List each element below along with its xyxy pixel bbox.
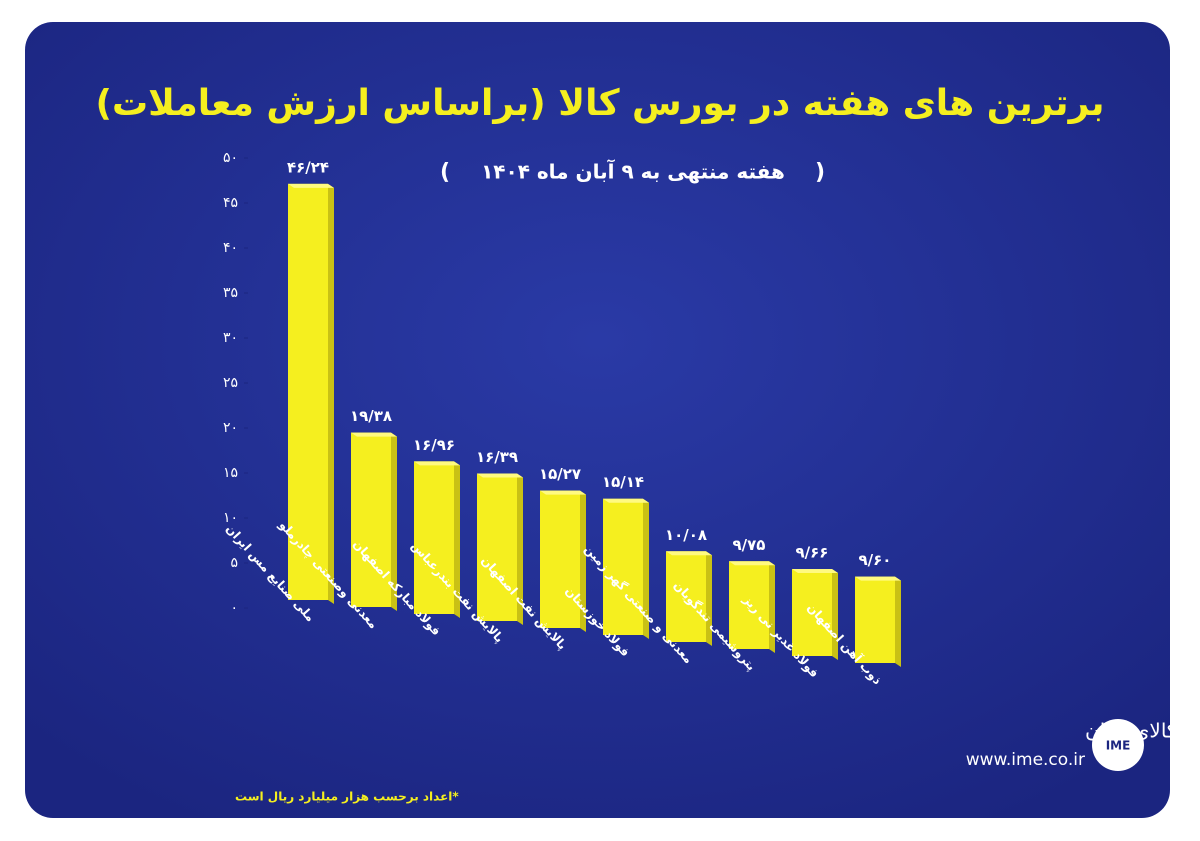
value-label: ۱۹/۳۸ <box>350 407 392 425</box>
value-label: ۹/۶۰ <box>859 551 892 569</box>
bar-side <box>328 183 334 604</box>
bar-top <box>477 473 523 478</box>
bar <box>855 576 895 663</box>
bar-top <box>792 569 838 574</box>
bar-side <box>832 569 838 660</box>
value-label: ۱۶/۳۹ <box>476 448 518 466</box>
chart-title: برترین های هفته در بورس کالا (براساس ارز… <box>96 83 1105 124</box>
value-label: ۹/۶۶ <box>796 544 829 562</box>
y-tick-label: ۵۰ <box>223 150 238 166</box>
bar <box>729 561 769 649</box>
value-label: ۱۶/۹۶ <box>413 436 455 454</box>
y-tick-label: ۵ <box>230 555 238 571</box>
bar <box>414 461 454 614</box>
y-tick-label: ۰ <box>230 600 238 616</box>
y-tick-label: ۲۰ <box>223 420 238 436</box>
bar-top <box>855 576 901 581</box>
y-tick-label: ۴۰ <box>223 240 238 256</box>
value-label: ۱۰/۰۸ <box>665 526 707 544</box>
bar-side <box>769 561 775 653</box>
bar-side <box>706 551 712 646</box>
bar-side <box>391 432 397 611</box>
bar-top <box>414 461 460 466</box>
bar-top <box>288 183 334 188</box>
logo-badge: IME <box>1106 739 1131 753</box>
bar <box>351 432 391 607</box>
bar-top <box>540 490 586 495</box>
bar-side <box>580 490 586 632</box>
chart-subtitle: هفته منتهی به ۹ آبان ماه ۱۴۰۴ <box>481 159 785 184</box>
bar <box>666 551 706 642</box>
bar <box>540 490 580 628</box>
footnote: *اعداد برحسب هزار میلیارد ریال است <box>235 790 459 804</box>
bar-side <box>643 498 649 639</box>
value-label: ۴۶/۲۴ <box>287 158 329 176</box>
bar-top <box>729 561 775 566</box>
value-label: ۹/۷۵ <box>733 536 766 554</box>
y-tick-label: ۱۰ <box>223 510 238 526</box>
bar-side <box>895 576 901 667</box>
y-tick-label: ۳۰ <box>223 330 238 346</box>
value-label: ۱۵/۱۴ <box>602 473 644 491</box>
y-tick-label: ۳۵ <box>223 285 238 301</box>
bar-top <box>351 432 397 437</box>
bar <box>477 473 517 621</box>
bracket: ( <box>440 160 450 185</box>
bar-top <box>603 498 649 503</box>
bar <box>603 498 643 635</box>
y-tick-label: ۲۵ <box>223 375 238 391</box>
bar-side <box>517 473 523 625</box>
logo-url: www.ime.co.ir <box>966 750 1085 770</box>
y-tick-label: ۱۵ <box>223 465 238 481</box>
logo-circle <box>1092 719 1144 771</box>
bar <box>792 569 832 656</box>
bar <box>288 183 328 600</box>
bracket: ) <box>815 160 825 185</box>
y-tick-label: ۴۵ <box>223 195 238 211</box>
value-label: ۱۵/۲۷ <box>539 465 581 483</box>
bar-top <box>666 551 712 556</box>
panel <box>25 22 1170 818</box>
bar-side <box>454 461 460 618</box>
